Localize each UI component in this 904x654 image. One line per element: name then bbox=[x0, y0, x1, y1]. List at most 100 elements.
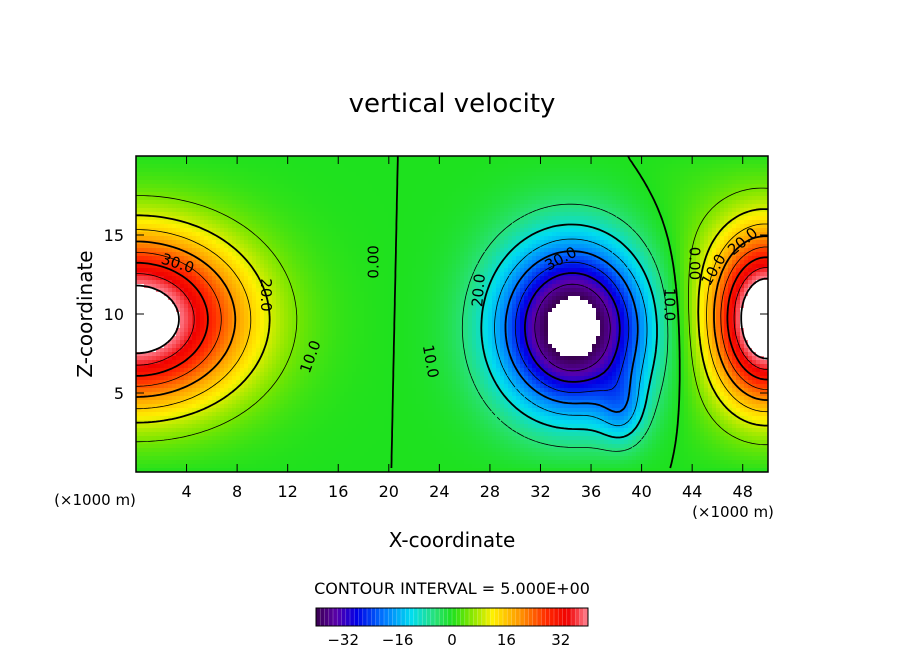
contour-cell bbox=[564, 196, 569, 201]
contour-cell bbox=[168, 252, 173, 257]
contour-cell bbox=[620, 244, 625, 249]
contour-cell bbox=[508, 228, 513, 233]
contour-cell bbox=[748, 216, 753, 221]
contour-cell bbox=[444, 168, 449, 173]
contour-cell bbox=[492, 252, 497, 257]
contour-cell bbox=[668, 264, 673, 269]
contour-cell bbox=[164, 172, 169, 177]
contour-cell bbox=[580, 204, 585, 209]
contour-cell bbox=[244, 276, 249, 281]
contour-cell bbox=[716, 212, 721, 217]
contour-cell bbox=[232, 192, 237, 197]
contour-cell bbox=[500, 168, 505, 173]
contour-cell bbox=[520, 160, 525, 165]
contour-cell bbox=[468, 180, 473, 185]
contour-cell bbox=[356, 156, 361, 161]
contour-cell bbox=[756, 184, 761, 189]
contour-cell bbox=[504, 224, 509, 229]
contour-cell bbox=[480, 216, 485, 221]
contour-cell bbox=[600, 192, 605, 197]
contour-cell bbox=[560, 240, 565, 245]
contour-cell bbox=[168, 176, 173, 181]
contour-cell bbox=[436, 156, 441, 161]
contour-cell bbox=[376, 228, 381, 233]
contour-cell bbox=[492, 172, 497, 177]
contour-cell bbox=[252, 188, 257, 193]
contour-cell bbox=[640, 188, 645, 193]
contour-cell bbox=[388, 176, 393, 181]
contour-cell bbox=[224, 160, 229, 165]
contour-cell bbox=[172, 160, 177, 165]
contour-cell bbox=[724, 232, 729, 237]
contour-cell bbox=[228, 176, 233, 181]
contour-cell bbox=[620, 204, 625, 209]
contour-cell bbox=[736, 224, 741, 229]
contour-cell bbox=[140, 228, 145, 233]
contour-cell bbox=[636, 168, 641, 173]
contour-cell bbox=[176, 212, 181, 217]
contour-cell bbox=[652, 260, 657, 265]
contour-cell bbox=[584, 172, 589, 177]
contour-cell bbox=[688, 212, 693, 217]
contour-cell bbox=[756, 220, 761, 225]
contour-cell bbox=[184, 264, 189, 269]
contour-cell bbox=[700, 208, 705, 213]
contour-cell bbox=[244, 200, 249, 205]
contour-cell bbox=[368, 156, 373, 161]
contour-cell bbox=[184, 212, 189, 217]
contour-cell bbox=[208, 224, 213, 229]
contour-cell bbox=[488, 216, 493, 221]
contour-cell bbox=[144, 260, 149, 265]
contour-cell bbox=[436, 212, 441, 217]
contour-cell bbox=[620, 208, 625, 213]
contour-cell bbox=[736, 252, 741, 257]
contour-cell bbox=[384, 176, 389, 181]
contour-cell bbox=[136, 268, 141, 273]
contour-cell bbox=[368, 276, 373, 281]
contour-cell bbox=[484, 216, 489, 221]
contour-cell bbox=[460, 232, 465, 237]
contour-cell bbox=[464, 188, 469, 193]
contour-cell bbox=[740, 276, 745, 281]
contour-cell bbox=[400, 220, 405, 225]
contour-cell bbox=[232, 276, 237, 281]
contour-cell bbox=[636, 200, 641, 205]
contour-cell bbox=[452, 212, 457, 217]
contour-cell bbox=[312, 276, 317, 281]
contour-cell bbox=[156, 236, 161, 241]
contour-cell bbox=[648, 168, 653, 173]
contour-cell bbox=[652, 272, 657, 277]
contour-cell bbox=[420, 256, 425, 261]
contour-cell bbox=[152, 172, 157, 177]
contour-cell bbox=[512, 180, 517, 185]
contour-cell bbox=[248, 252, 253, 257]
contour-cell bbox=[644, 240, 649, 245]
contour-cell bbox=[520, 252, 525, 257]
contour-cell bbox=[576, 228, 581, 233]
contour-cell bbox=[256, 252, 261, 257]
contour-cell bbox=[684, 196, 689, 201]
contour-cell bbox=[136, 180, 141, 185]
contour-cell bbox=[164, 240, 169, 245]
contour-cell bbox=[308, 268, 313, 273]
contour-cell bbox=[204, 276, 209, 281]
contour-cell bbox=[156, 200, 161, 205]
contour-cell bbox=[480, 196, 485, 201]
contour-cell bbox=[312, 180, 317, 185]
contour-cell bbox=[348, 192, 353, 197]
contour-cell bbox=[304, 220, 309, 225]
contour-cell bbox=[444, 252, 449, 257]
contour-cell bbox=[148, 156, 153, 161]
contour-cell bbox=[468, 256, 473, 261]
contour-cell bbox=[536, 252, 541, 257]
contour-cell bbox=[444, 232, 449, 237]
contour-cell bbox=[300, 220, 305, 225]
contour-cell bbox=[484, 212, 489, 217]
contour-cell bbox=[464, 256, 469, 261]
contour-cell bbox=[196, 216, 201, 221]
contour-cell bbox=[420, 244, 425, 249]
contour-cell bbox=[680, 264, 685, 269]
contour-cell bbox=[460, 156, 465, 161]
contour-cell bbox=[580, 252, 585, 257]
contour-cell bbox=[744, 180, 749, 185]
